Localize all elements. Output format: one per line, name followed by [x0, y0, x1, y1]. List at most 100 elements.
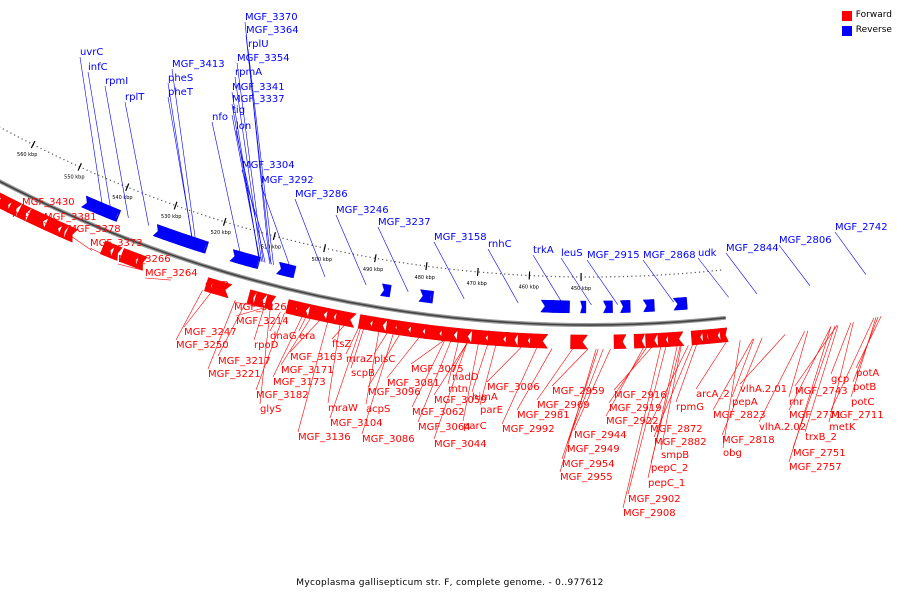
reverse-gene-arrow: [114, 209, 122, 222]
minor-tick: [36, 146, 38, 148]
gene-label: MGF_3247: [184, 327, 237, 338]
leader-line: [573, 348, 611, 431]
forward-gene-arrow: [371, 316, 389, 334]
minor-tick: [639, 275, 641, 277]
minor-tick: [48, 151, 50, 153]
leader-line: [167, 96, 194, 242]
reverse-gene-arrow: [203, 241, 209, 254]
gene-label: MGF_3075: [411, 364, 464, 375]
gene-label: parC: [463, 421, 487, 432]
gene-label: MGF_3171: [281, 365, 334, 376]
leader-line: [501, 347, 537, 425]
forward-gene-arrow: [633, 333, 646, 349]
gene-label: smpB: [661, 450, 689, 461]
minor-tick: [51, 153, 54, 155]
minor-tick: [694, 271, 696, 274]
leader-line: [828, 322, 854, 423]
minor-tick: [10, 132, 12, 134]
leader-line: [695, 341, 727, 390]
minor-tick: [411, 263, 413, 265]
minor-tick: [340, 251, 342, 253]
leader-line: [335, 214, 367, 286]
minor-tick: [117, 182, 119, 185]
minor-tick: [294, 240, 297, 243]
gene-label: MGF_3266: [118, 254, 171, 265]
minor-tick: [635, 275, 637, 277]
leader-line: [331, 325, 345, 340]
minor-tick: [474, 271, 476, 273]
minor-tick: [444, 267, 447, 270]
minor-tick: [109, 179, 112, 181]
leader-line: [361, 334, 394, 435]
leader-line: [171, 68, 197, 243]
leader-line: [233, 301, 263, 308]
minor-tick: [550, 275, 552, 277]
gene-label: MGF_3378: [68, 224, 121, 235]
gene-label: MGF_3214: [236, 316, 289, 327]
minor-tick: [153, 196, 155, 199]
major-tick: [425, 262, 428, 271]
minor-tick: [546, 275, 548, 277]
minor-tick: [478, 271, 480, 273]
leader-line: [451, 343, 468, 373]
minor-tick: [270, 234, 272, 236]
leader-line: [43, 221, 68, 241]
leader-line: [586, 259, 618, 305]
forward-gene-arrow: [209, 278, 233, 299]
tick-label: 520 kbp: [211, 230, 231, 236]
gene-label: MGF_2949: [567, 444, 620, 455]
minor-tick: [466, 270, 468, 272]
leader-line: [247, 48, 274, 265]
leader-line: [11, 208, 17, 217]
minor-tick: [278, 236, 280, 238]
map-caption: Mycoplasma gallisepticum str. F, complet…: [296, 578, 604, 588]
forward-gene-arrow: [43, 216, 66, 238]
minor-tick: [6, 130, 8, 132]
gene-label: mraW: [328, 403, 358, 414]
minor-tick: [588, 276, 591, 278]
minor-tick: [307, 243, 309, 245]
minor-tick: [533, 275, 535, 277]
forward-gene-arrow: [307, 304, 331, 323]
forward-gene-arrow: [487, 330, 510, 347]
reverse-gene-arrow: [580, 300, 587, 314]
gene-label: MGF_3337: [232, 94, 285, 105]
forward-gene-arrow: [0, 194, 16, 214]
gene-label: mtn: [448, 384, 468, 395]
reverse-gene-arrow: [429, 290, 435, 304]
forward-gene-arrow: [295, 301, 312, 319]
leader-line: [183, 292, 211, 328]
minor-tick: [25, 140, 27, 142]
gene-label: rplT: [125, 92, 145, 103]
gene-labels: uvrC infC rpmI rplT MGF_3413 pheS pheT MGF_3370…: [12, 12, 888, 519]
leader-line: [830, 322, 852, 375]
reverse-gene-arrow: [192, 237, 208, 254]
minor-tick: [74, 164, 77, 166]
leader-line: [792, 325, 836, 449]
minor-tick: [390, 260, 392, 262]
minor-tick: [461, 269, 464, 272]
reverse-gene-arrow: [103, 205, 120, 222]
gene-label: MGF_2955: [560, 472, 613, 483]
minor-tick: [102, 176, 104, 178]
leader-line: [660, 345, 682, 451]
gene-label: MGF_2771: [789, 410, 842, 421]
gene-label: rpoD: [254, 340, 279, 351]
gene-label: rplU: [248, 39, 269, 50]
gene-label: glyS: [260, 404, 281, 415]
leader-line: [471, 344, 488, 393]
gene-label: MGF_2844: [726, 243, 779, 254]
minor-tick: [29, 142, 31, 144]
gene-label: MGF_3292: [261, 175, 314, 186]
minor-tick: [495, 272, 497, 275]
leader-line: [255, 312, 285, 391]
minor-tick: [529, 274, 531, 277]
minor-tick: [336, 250, 338, 252]
gene-label: MGF_3062: [412, 407, 465, 418]
gene-label: MGF_3086: [362, 434, 415, 445]
gene-label: MGF_2902: [628, 494, 681, 505]
forward-gene-arrow: [325, 308, 339, 325]
minor-tick: [593, 276, 595, 278]
legend-label-reverse: Reverse: [855, 25, 892, 35]
leader-line: [298, 317, 306, 332]
